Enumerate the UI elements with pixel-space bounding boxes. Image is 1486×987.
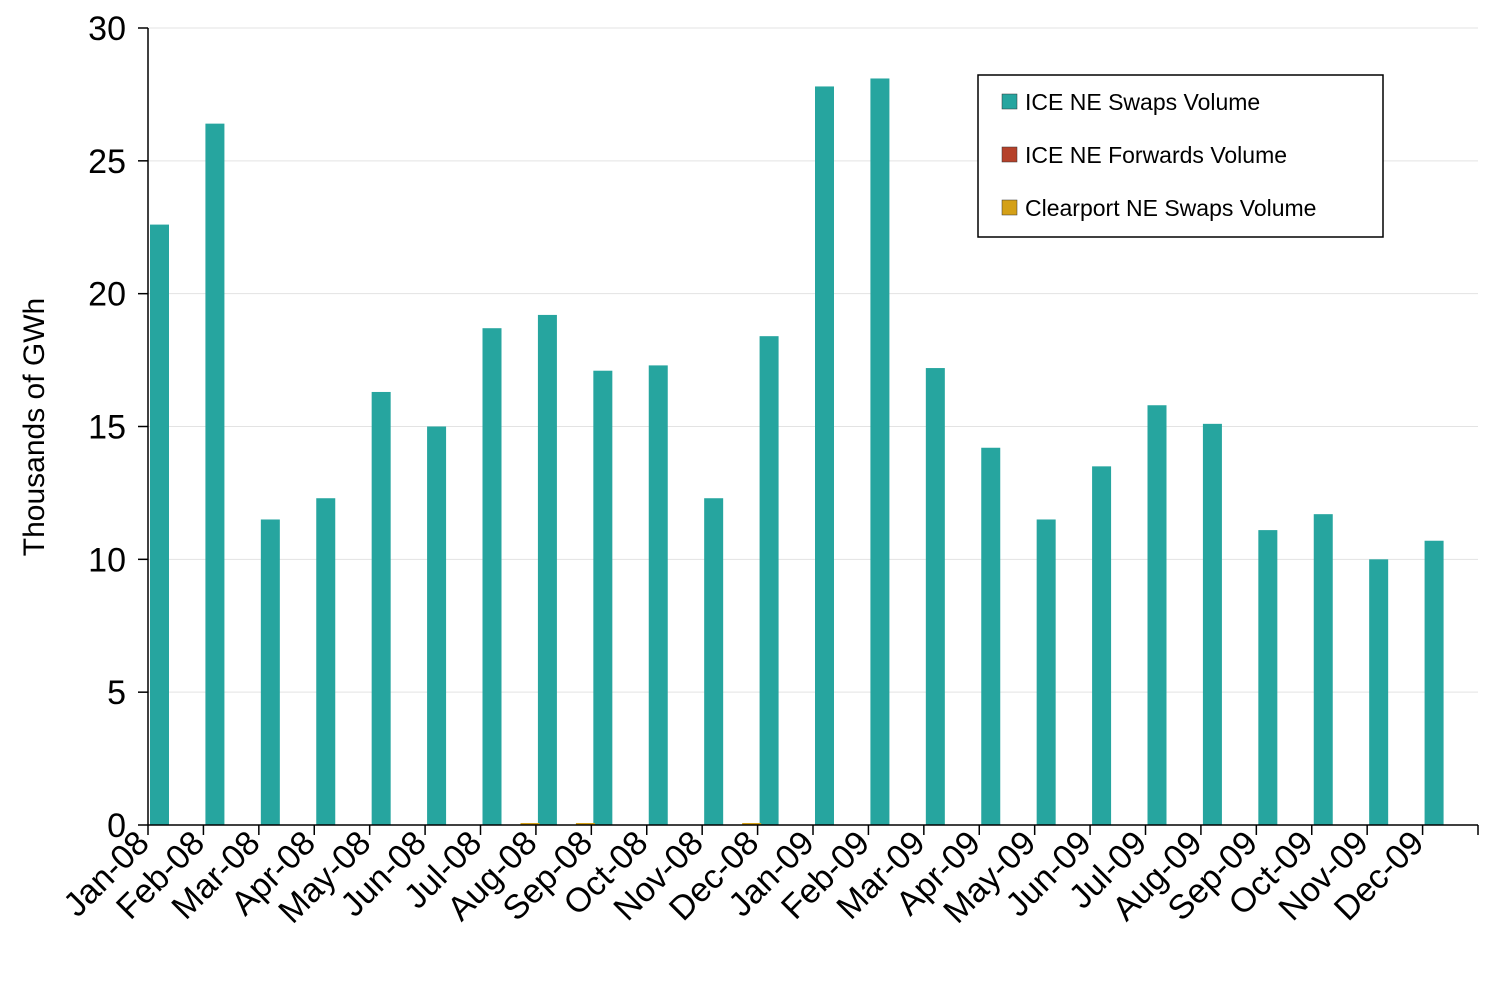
legend-swatch bbox=[1001, 199, 1018, 216]
y-tick-label: 30 bbox=[88, 10, 126, 48]
legend: ICE NE Swaps Volume ICE NE Forwards Volum… bbox=[977, 74, 1384, 238]
bar-ice-ne-swaps-volume bbox=[1424, 540, 1444, 825]
bar-ice-ne-swaps-volume bbox=[1147, 405, 1167, 825]
legend-swatch bbox=[1001, 146, 1018, 163]
y-ticks: 0 5 10 15 20 25 30 bbox=[88, 10, 148, 845]
legend-label: ICE NE Swaps Volume bbox=[1025, 89, 1260, 115]
x-ticks: Jan-08Feb-08Mar-08Apr-08May-08Jun-08Jul-… bbox=[56, 824, 1479, 931]
bar-ice-ne-swaps-volume bbox=[1036, 519, 1056, 825]
bar-ice-ne-swaps-volume bbox=[759, 336, 779, 825]
bar-ice-ne-swaps-volume bbox=[427, 426, 447, 825]
bar-ice-ne-swaps-volume bbox=[205, 123, 225, 825]
gridlines bbox=[148, 27, 1478, 693]
bar-ice-ne-swaps-volume bbox=[150, 224, 169, 826]
y-axis-label: Thousands of GWh bbox=[18, 298, 51, 556]
y-tick-label: 20 bbox=[88, 276, 126, 314]
bars bbox=[150, 78, 1444, 826]
bar-clearport-ne-swaps-volume bbox=[520, 823, 540, 825]
bar-ice-ne-swaps-volume bbox=[593, 370, 613, 825]
bar-ice-ne-swaps-volume bbox=[648, 365, 668, 825]
bar-ice-ne-swaps-volume bbox=[870, 78, 890, 825]
bar-ice-ne-swaps-volume bbox=[1092, 466, 1112, 825]
bar-ice-ne-swaps-volume bbox=[1369, 559, 1389, 825]
bar-clearport-ne-swaps-volume bbox=[742, 823, 762, 825]
y-tick-label: 5 bbox=[107, 674, 126, 712]
bar-ice-ne-swaps-volume bbox=[371, 391, 391, 825]
bar-ice-ne-swaps-volume bbox=[981, 447, 1001, 825]
bar-ice-ne-swaps-volume bbox=[537, 314, 557, 825]
y-tick-label: 25 bbox=[88, 143, 126, 181]
bar-ice-ne-swaps-volume bbox=[1313, 514, 1333, 825]
y-tick-label: 0 bbox=[107, 807, 126, 845]
legend-box bbox=[977, 74, 1384, 238]
bar-clearport-ne-swaps-volume bbox=[575, 823, 595, 825]
legend-label: ICE NE Forwards Volume bbox=[1025, 142, 1287, 168]
bar-ice-ne-swaps-volume bbox=[260, 519, 280, 825]
y-tick-label: 10 bbox=[88, 541, 126, 579]
legend-label: Clearport NE Swaps Volume bbox=[1025, 195, 1316, 221]
bar-ice-ne-swaps-volume bbox=[482, 328, 502, 825]
legend-swatch bbox=[1001, 93, 1018, 110]
bar-ice-ne-swaps-volume bbox=[1202, 423, 1222, 825]
bar-ice-ne-swaps-volume bbox=[1258, 530, 1278, 825]
bar-ice-ne-swaps-volume bbox=[704, 498, 724, 825]
y-tick-label: 15 bbox=[88, 409, 126, 447]
bar-ice-ne-swaps-volume bbox=[815, 86, 834, 826]
bar-ice-ne-swaps-volume bbox=[316, 498, 336, 825]
bar-ice-ne-swaps-volume bbox=[925, 368, 945, 825]
